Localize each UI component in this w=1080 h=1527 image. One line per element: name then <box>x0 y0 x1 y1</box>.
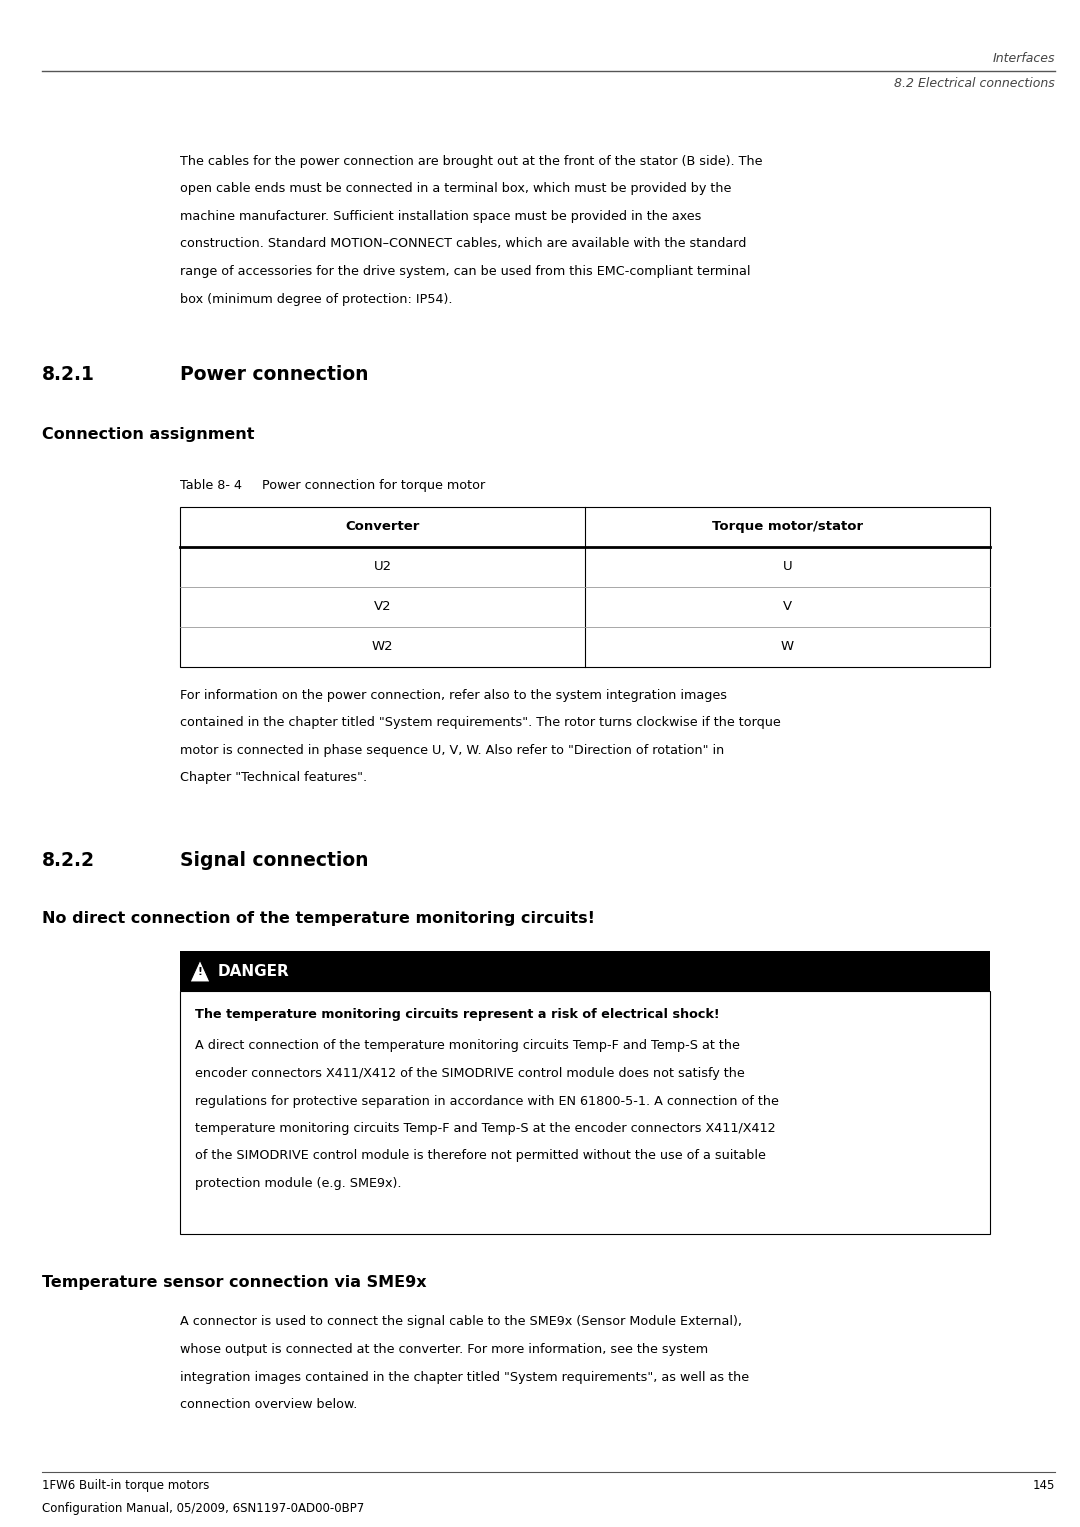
Text: No direct connection of the temperature monitoring circuits!: No direct connection of the temperature … <box>42 912 595 925</box>
Text: Table 8- 4     Power connection for torque motor: Table 8- 4 Power connection for torque m… <box>180 479 485 492</box>
Text: Configuration Manual, 05/2009, 6SN1197-0AD00-0BP7: Configuration Manual, 05/2009, 6SN1197-0… <box>42 1503 364 1515</box>
Text: Power connection: Power connection <box>180 365 368 383</box>
Bar <box>180 507 990 667</box>
Text: 8.2.1: 8.2.1 <box>42 365 95 383</box>
Text: encoder connectors X411/X412 of the SIMODRIVE control module does not satisfy th: encoder connectors X411/X412 of the SIMO… <box>195 1067 745 1080</box>
Text: machine manufacturer. Sufficient installation space must be provided in the axes: machine manufacturer. Sufficient install… <box>180 211 701 223</box>
Text: A direct connection of the temperature monitoring circuits Temp-F and Temp-S at : A direct connection of the temperature m… <box>195 1040 740 1052</box>
Text: DANGER: DANGER <box>218 964 289 979</box>
Text: For information on the power connection, refer also to the system integration im: For information on the power connection,… <box>180 689 727 702</box>
Text: box (minimum degree of protection: IP54).: box (minimum degree of protection: IP54)… <box>180 293 453 305</box>
Text: range of accessories for the drive system, can be used from this EMC-compliant t: range of accessories for the drive syste… <box>180 266 751 278</box>
Text: construction. Standard MOTION–CONNECT cables, which are available with the stand: construction. Standard MOTION–CONNECT ca… <box>180 238 746 250</box>
Text: V: V <box>783 600 792 614</box>
Text: The temperature monitoring circuits represent a risk of electrical shock!: The temperature monitoring circuits repr… <box>195 1008 719 1022</box>
Text: Interfaces: Interfaces <box>993 52 1055 66</box>
Text: motor is connected in phase sequence U, V, W. Also refer to "Direction of rotati: motor is connected in phase sequence U, … <box>180 744 725 757</box>
Text: Torque motor/stator: Torque motor/stator <box>712 521 863 533</box>
Text: connection overview below.: connection overview below. <box>180 1399 357 1411</box>
Text: whose output is connected at the converter. For more information, see the system: whose output is connected at the convert… <box>180 1344 708 1356</box>
Text: 1FW6 Built-in torque motors: 1FW6 Built-in torque motors <box>42 1480 210 1492</box>
Text: W: W <box>781 640 794 654</box>
Text: Chapter "Technical features".: Chapter "Technical features". <box>180 771 367 785</box>
Text: 8.2.2: 8.2.2 <box>42 851 95 870</box>
Text: V2: V2 <box>374 600 391 614</box>
Text: W2: W2 <box>372 640 393 654</box>
Text: 8.2 Electrical connections: 8.2 Electrical connections <box>894 76 1055 90</box>
Text: U2: U2 <box>374 560 392 574</box>
Text: contained in the chapter titled "System requirements". The rotor turns clockwise: contained in the chapter titled "System … <box>180 716 781 730</box>
Text: Signal connection: Signal connection <box>180 851 368 870</box>
Text: !: ! <box>198 967 202 977</box>
Text: open cable ends must be connected in a terminal box, which must be provided by t: open cable ends must be connected in a t… <box>180 183 731 195</box>
Polygon shape <box>190 960 210 982</box>
Text: regulations for protective separation in accordance with EN 61800-5-1. A connect: regulations for protective separation in… <box>195 1095 779 1107</box>
Bar <box>180 951 990 991</box>
Text: A connector is used to connect the signal cable to the SME9x (Sensor Module Exte: A connector is used to connect the signa… <box>180 1315 742 1328</box>
Text: Converter: Converter <box>346 521 420 533</box>
Text: Temperature sensor connection via SME9x: Temperature sensor connection via SME9x <box>42 1275 427 1290</box>
Text: U: U <box>783 560 793 574</box>
Text: temperature monitoring circuits Temp-F and Temp-S at the encoder connectors X411: temperature monitoring circuits Temp-F a… <box>195 1122 775 1135</box>
Text: integration images contained in the chapter titled "System requirements", as wel: integration images contained in the chap… <box>180 1371 750 1383</box>
Bar <box>180 991 990 1234</box>
Text: The cables for the power connection are brought out at the front of the stator (: The cables for the power connection are … <box>180 156 762 168</box>
Text: 145: 145 <box>1032 1480 1055 1492</box>
Text: of the SIMODRIVE control module is therefore not permitted without the use of a : of the SIMODRIVE control module is there… <box>195 1150 766 1162</box>
Text: Connection assignment: Connection assignment <box>42 428 255 441</box>
Text: protection module (e.g. SME9x).: protection module (e.g. SME9x). <box>195 1177 402 1190</box>
